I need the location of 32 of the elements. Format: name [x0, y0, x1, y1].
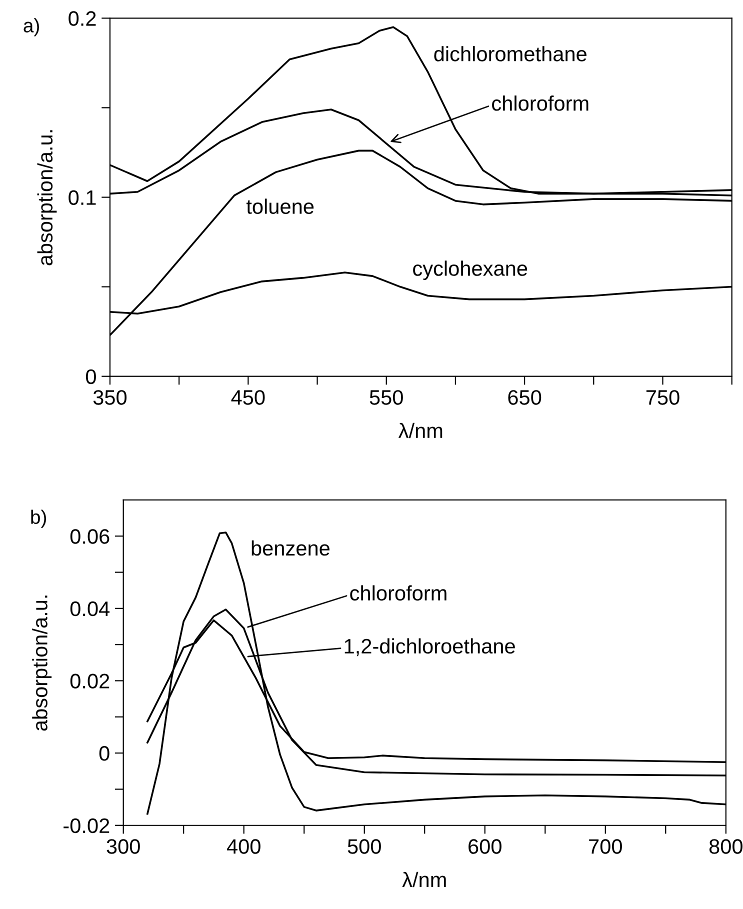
- x-tick-label: 550: [370, 390, 403, 405]
- text: b): [31, 510, 46, 528]
- series-label: dichloromethane: [434, 46, 586, 62]
- text: a): [24, 18, 39, 36]
- text: chloroform: [350, 585, 446, 601]
- y-tick-label: -0.02: [64, 818, 110, 834]
- y-tick-label: 0.2: [68, 11, 96, 26]
- y-axis-title: absorption/a.u.: [37, 130, 57, 266]
- y-tick-label: 0.06: [70, 529, 110, 544]
- y-tick-label: 0.04: [70, 601, 110, 616]
- x-tick-label: 500: [348, 839, 381, 854]
- text: chloroform: [492, 96, 588, 111]
- x-tick-label: 650: [508, 390, 542, 405]
- y-tick-label: 0.1: [68, 190, 96, 206]
- x-tick-label: 400: [226, 839, 260, 854]
- x-axis-title: λ/nm: [398, 422, 442, 438]
- x-axis-title: λ/nm: [402, 872, 446, 888]
- series-label: toluene: [246, 198, 314, 214]
- y-tick-label: 0: [99, 746, 110, 761]
- x-tick-label: 700: [589, 839, 622, 854]
- series-label: benzene: [252, 540, 330, 556]
- x-tick-label: 350: [93, 390, 127, 405]
- y-tick-label: 0: [86, 369, 96, 384]
- legend-label: 1,2-dichloroethane: [344, 638, 515, 656]
- x-tick-label: 450: [231, 390, 265, 405]
- x-tick-label: 750: [646, 390, 680, 405]
- series-label: cyclohexane: [413, 260, 528, 280]
- y-axis-title: absorption/a.u.: [32, 596, 52, 731]
- x-tick-label: 300: [106, 839, 140, 854]
- y-tick-label: 0.02: [70, 674, 110, 688]
- x-tick-label: 600: [468, 839, 502, 854]
- x-tick-label: 800: [709, 839, 742, 854]
